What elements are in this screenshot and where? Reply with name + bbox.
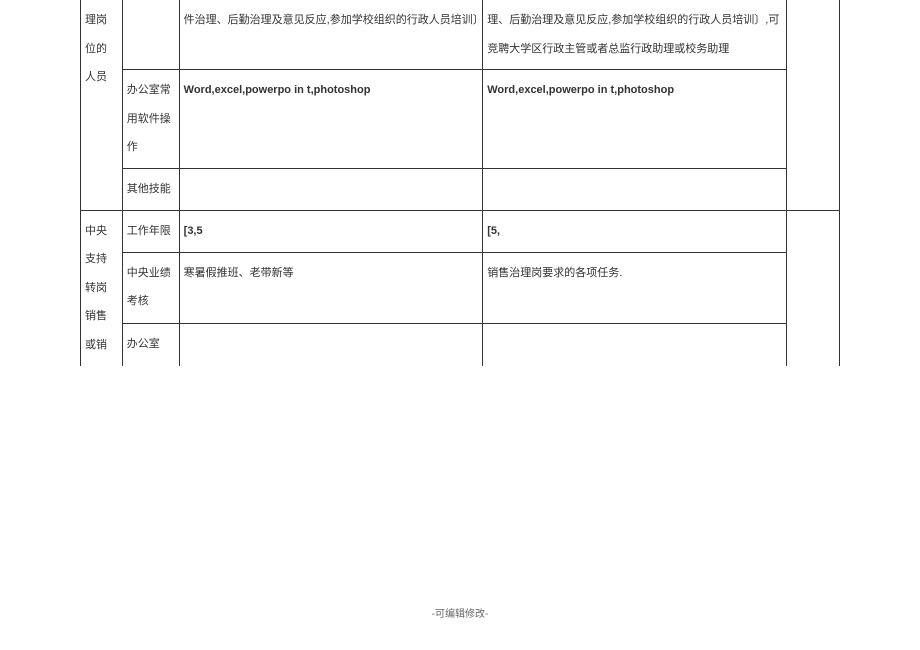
cell-category: 中央支持转岗销售或销 <box>81 210 123 365</box>
cell-content-b <box>483 324 787 366</box>
cell-subcategory <box>122 0 179 70</box>
cell-content-b: 销售治理岗要求的各项任务. <box>483 252 787 323</box>
table-row: 理岗位的人员 件治理、后勤治理及意见反应,参加学校组织的行政人员培训〕 理、后勤… <box>81 0 840 70</box>
cell-content-a: 件治理、后勤治理及意见反应,参加学校组织的行政人员培训〕 <box>179 0 483 70</box>
cell-content-a: Word,excel,powerpo in t,photoshop <box>179 70 483 169</box>
cell-content-a: [3,5 <box>179 210 483 252</box>
cell-subcategory: 办公室常用软件操作 <box>122 70 179 169</box>
table-row: 办公室 <box>81 324 840 366</box>
cell-content-a: 寒暑假推班、老带新等 <box>179 252 483 323</box>
table-row: 办公室常用软件操作 Word,excel,powerpo in t,photos… <box>81 70 840 169</box>
cell-subcategory: 办公室 <box>122 324 179 366</box>
cell-content-b <box>483 168 787 210</box>
table-row: 中央支持转岗销售或销 工作年限 [3,5 [5, <box>81 210 840 252</box>
footer-text: -可编辑修改- <box>0 605 920 620</box>
cell-content-b: [5, <box>483 210 787 252</box>
cell-content-b: Word,excel,powerpo in t,photoshop <box>483 70 787 169</box>
cell-content-a <box>179 324 483 366</box>
data-table: 理岗位的人员 件治理、后勤治理及意见反应,参加学校组织的行政人员培训〕 理、后勤… <box>80 0 840 366</box>
cell-subcategory: 中央业绩考核 <box>122 252 179 323</box>
page-container: 理岗位的人员 件治理、后勤治理及意见反应,参加学校组织的行政人员培训〕 理、后勤… <box>0 0 920 366</box>
cell-content-b: 理、后勤治理及意见反应,参加学校组织的行政人员培训〕,可竞聘大学区行政主管或者总… <box>483 0 787 70</box>
cell-content-a <box>179 168 483 210</box>
cell-category: 理岗位的人员 <box>81 0 123 210</box>
cell-subcategory: 其他技能 <box>122 168 179 210</box>
cell-extra <box>786 0 839 210</box>
table-row: 中央业绩考核 寒暑假推班、老带新等 销售治理岗要求的各项任务. <box>81 252 840 323</box>
cell-extra <box>786 210 839 365</box>
cell-subcategory: 工作年限 <box>122 210 179 252</box>
table-row: 其他技能 <box>81 168 840 210</box>
